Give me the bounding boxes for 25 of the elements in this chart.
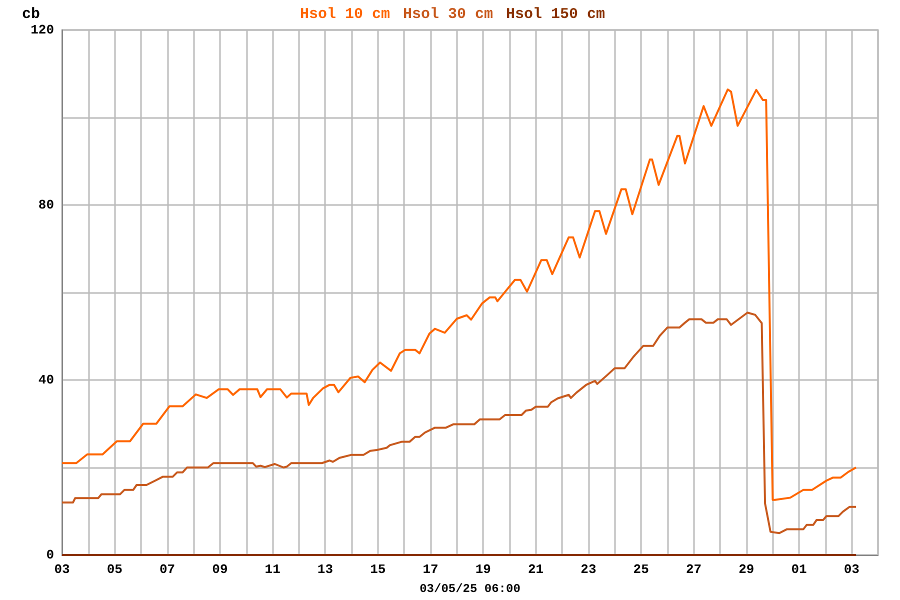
y-tick-label: 80 (38, 198, 54, 212)
x-tick-label: 07 (159, 562, 176, 577)
x-tick-label: 09 (212, 562, 228, 577)
y-tick-label: 120 (30, 22, 54, 38)
text: Hsol 30 cm (402, 6, 494, 23)
x-axis-title: 03/05/25 06:00 (420, 582, 520, 596)
text: Hsol 150 cm (506, 6, 606, 23)
x-tick-label: 03 (54, 562, 70, 577)
x-tick-label: 05 (106, 562, 123, 577)
text: Hsol 10 cm (300, 6, 390, 23)
x-tick-label: 23 (580, 562, 596, 577)
y-tick-label: 0 (46, 548, 54, 562)
x-tick-label: 01 (791, 562, 808, 577)
x-tick-label: 19 (475, 562, 492, 577)
y-axis-title: cb (22, 6, 40, 23)
x-tick-label: 13 (317, 562, 334, 577)
x-tick-label: 17 (422, 562, 438, 577)
y-tick-label: 40 (38, 372, 54, 388)
x-tick-label: 15 (370, 562, 386, 577)
x-tick-label: 29 (738, 562, 754, 577)
x-tick-label: 25 (633, 562, 650, 577)
x-tick-label: 11 (264, 562, 281, 577)
x-tick-label: 27 (686, 562, 702, 577)
x-tick-label: 03 (844, 562, 860, 577)
x-tick-label: 21 (528, 562, 544, 577)
